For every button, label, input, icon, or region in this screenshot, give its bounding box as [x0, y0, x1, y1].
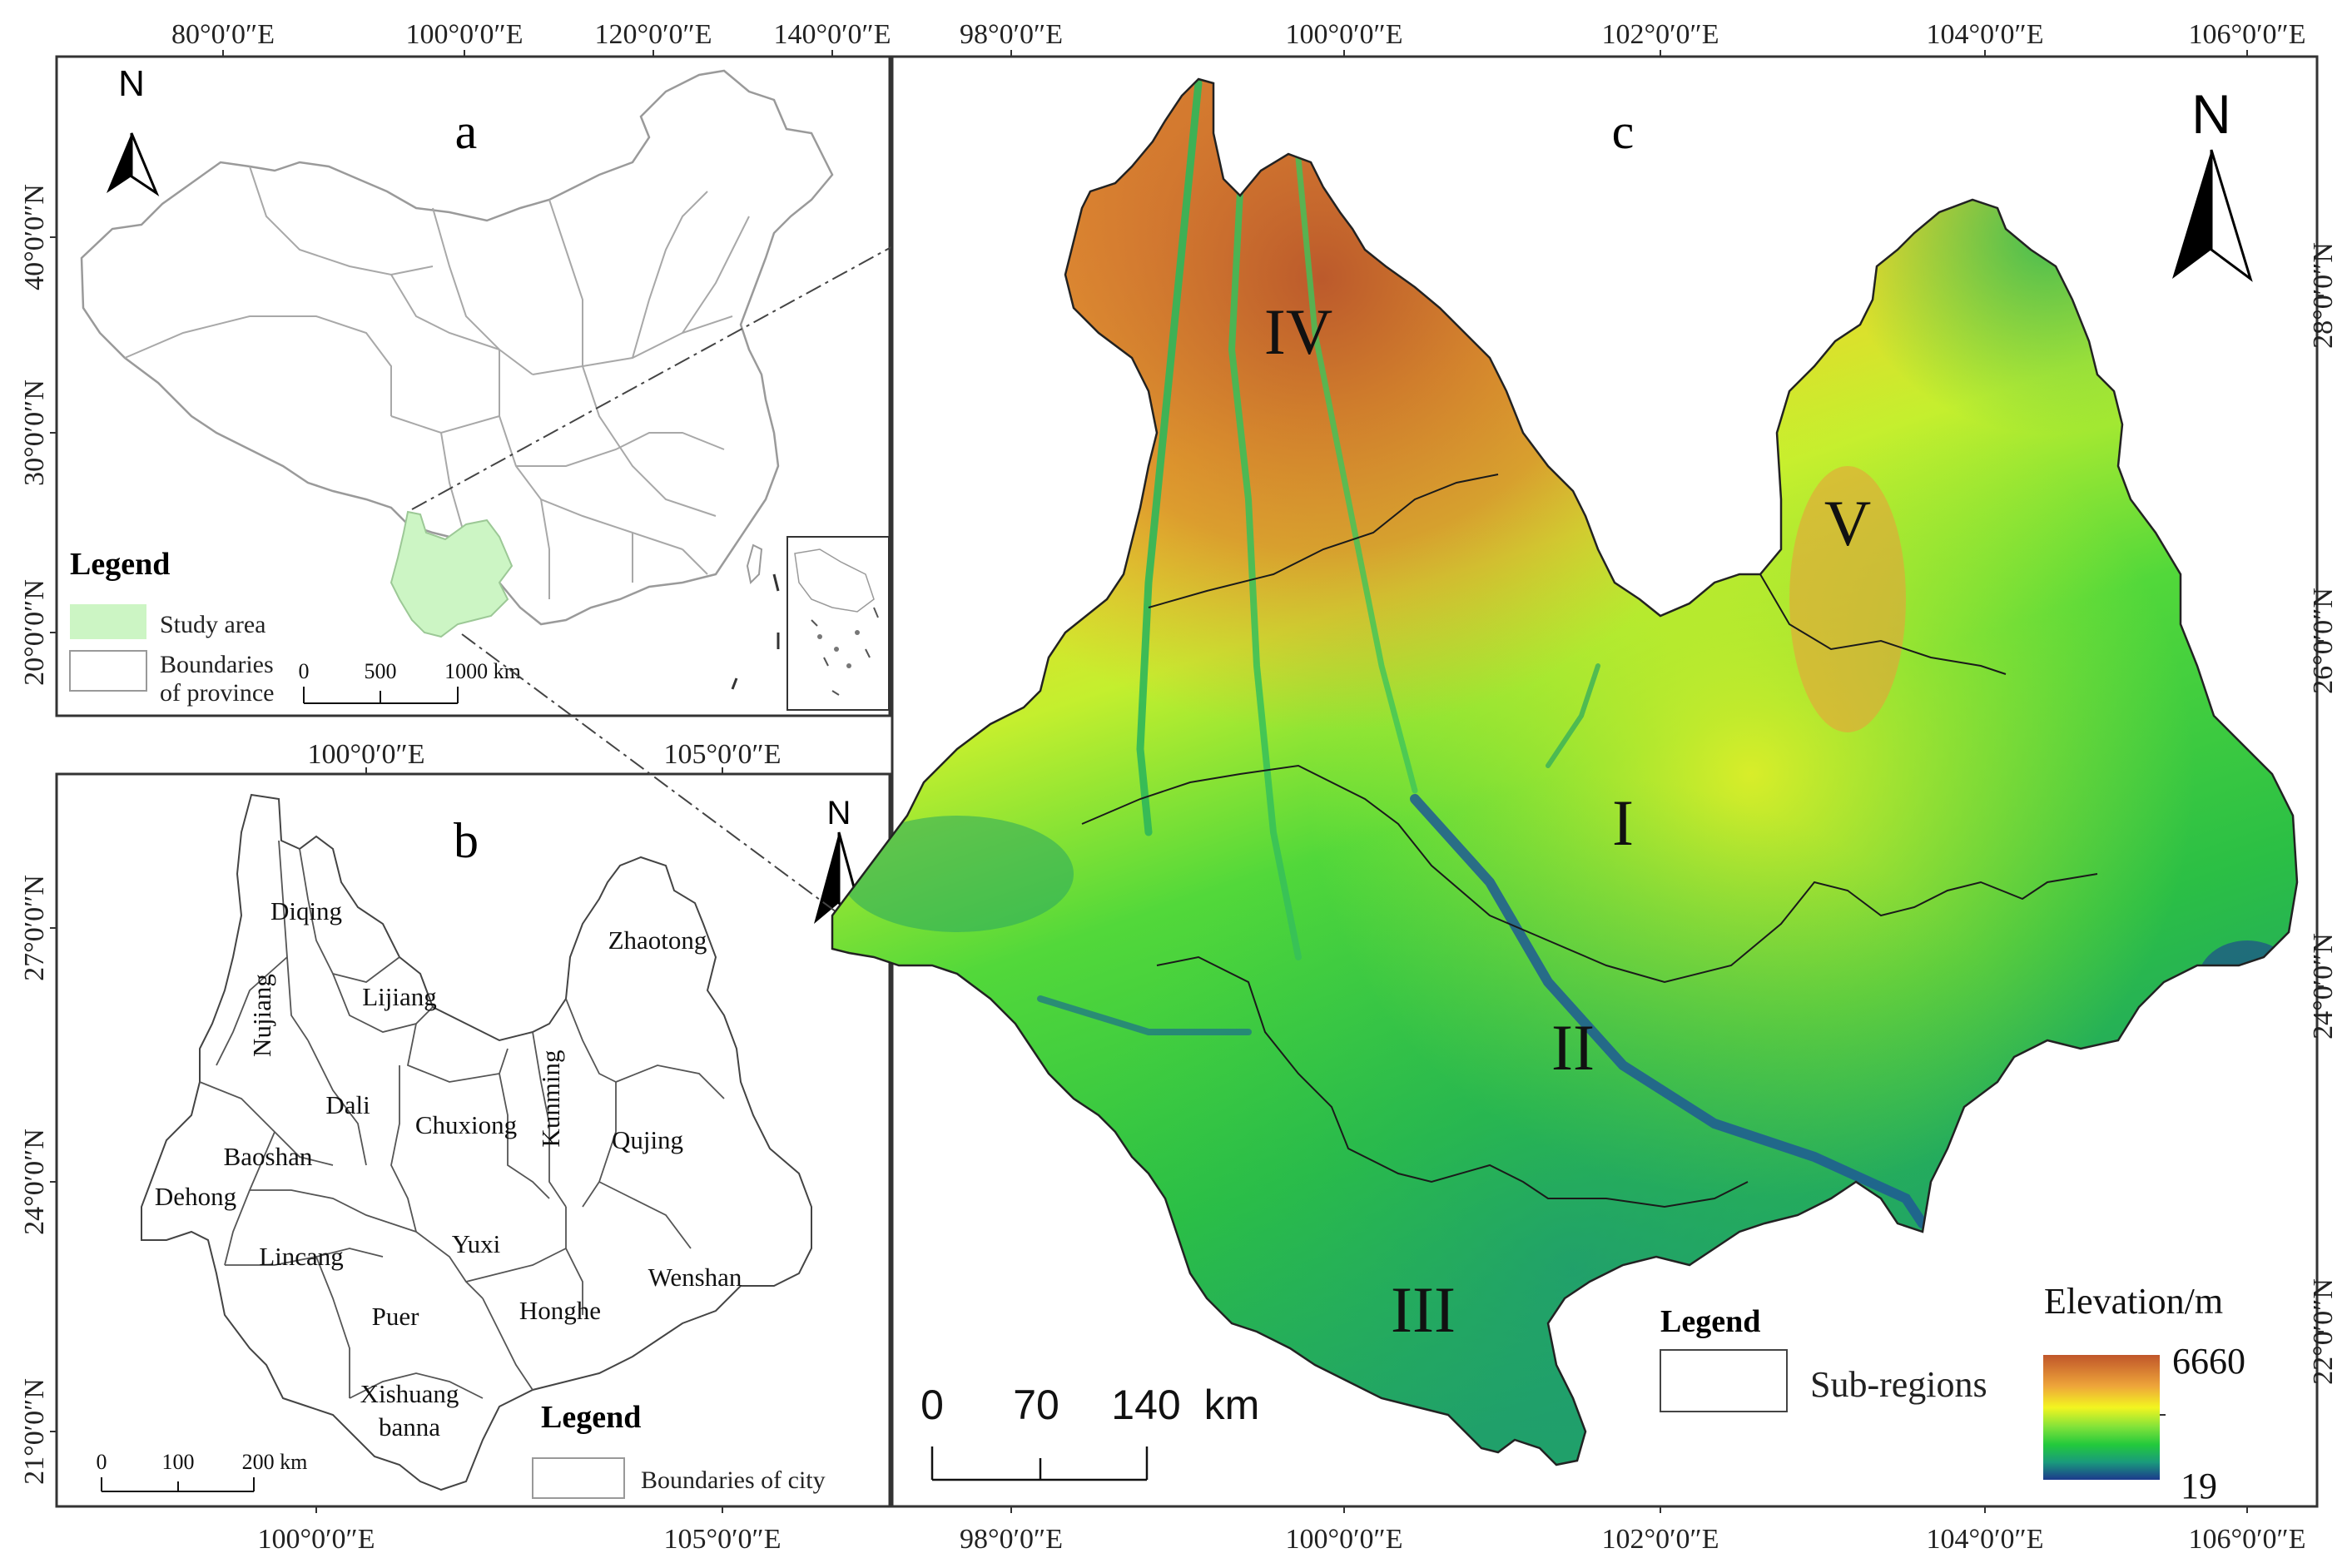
legend-study-area-label: Study area — [160, 611, 265, 638]
city-dehong: Dehong — [155, 1182, 236, 1211]
coord-a-top-0: 80°0′0″E — [171, 19, 275, 50]
city-lincang: Lincang — [259, 1242, 344, 1271]
city-xishuang: Xishuang — [360, 1379, 459, 1408]
scale-c-0: 0 — [920, 1382, 944, 1428]
scale-c-140: 140 — [1111, 1382, 1180, 1428]
scale-b-100: 100 — [162, 1450, 195, 1474]
river-valleys — [1037, 79, 1928, 1228]
coord-b-top-1: 105°0′0″E — [664, 739, 782, 770]
coord-a-top-2: 120°0′0″E — [595, 19, 712, 50]
region-label-I: I — [1612, 786, 1634, 859]
coord-c-top-0: 98°0′0″E — [960, 19, 1063, 50]
city-yuxi: Yuxi — [452, 1229, 501, 1258]
city-qujing: Qujing — [612, 1125, 683, 1154]
scale-a-0: 0 — [299, 659, 310, 683]
frame-ticks — [50, 50, 2324, 1513]
elevation-title: Elevation/m — [2044, 1281, 2223, 1322]
elevation-max: 6660 — [2172, 1341, 2245, 1382]
coord-a-left-1: 30°0′0″N — [19, 380, 50, 486]
city-diqing: Diqing — [270, 896, 342, 925]
panel-c-letter: c — [1612, 104, 1635, 159]
north-arrow-a: N — [107, 63, 160, 196]
legend-study-area-swatch — [70, 604, 146, 639]
legend-a-title: Legend — [70, 547, 170, 582]
scale-c-km: km — [1204, 1382, 1260, 1428]
city-wenshan: Wenshan — [648, 1263, 742, 1292]
coord-c-bottom-1: 100°0′0″E — [1286, 1524, 1403, 1555]
coord-a-top-3: 140°0′0″E — [774, 19, 891, 50]
panel-a: N a Legend Study area Boundaries of prov… — [19, 19, 891, 717]
china-outline — [80, 69, 834, 626]
scale-bar-a — [303, 687, 459, 704]
coord-b-left-0: 27°0′0″N — [19, 875, 50, 981]
coord-b-bottom-1: 105°0′0″E — [664, 1524, 782, 1555]
legend-subregion-label: Sub-regions — [1810, 1364, 1987, 1405]
north-arrow-c: N — [2172, 83, 2253, 282]
city-lijiang: Lijiang — [362, 982, 437, 1011]
city-puer: Puer — [372, 1302, 420, 1331]
panel-c: I II III IV V c N Legend Sub-regions Ele… — [831, 19, 2339, 1555]
panel-b-letter: b — [454, 813, 479, 868]
coord-c-bottom-2: 102°0′0″E — [1602, 1524, 1719, 1555]
legend-city-swatch — [532, 1457, 625, 1499]
city-dali: Dali — [325, 1090, 370, 1119]
coord-c-bottom-4: 106°0′0″E — [2189, 1524, 2306, 1555]
coord-a-left-0: 40°0′0″N — [19, 184, 50, 290]
region-label-IV: IV — [1264, 295, 1332, 368]
city-boundaries — [199, 840, 725, 1399]
coord-b-top-0: 100°0′0″E — [308, 739, 425, 770]
north-label-b: N — [827, 795, 851, 831]
panel-b: Diqing Nujiang Lijiang Dali Chuxiong Kun… — [19, 739, 891, 1555]
city-chuxiong: Chuxiong — [415, 1110, 517, 1139]
city-baoshan: Baoshan — [224, 1142, 313, 1171]
elevation-color-ramp — [2043, 1355, 2160, 1480]
region-label-V: V — [1824, 487, 1871, 559]
scale-bar-c — [930, 1446, 1149, 1481]
north-label-c: N — [2191, 83, 2231, 145]
coord-c-top-1: 100°0′0″E — [1286, 19, 1403, 50]
coord-c-bottom-3: 104°0′0″E — [1927, 1524, 2044, 1555]
city-banna: banna — [379, 1412, 440, 1441]
coord-a-top-1: 100°0′0″E — [406, 19, 523, 50]
coord-c-top-4: 106°0′0″E — [2189, 19, 2306, 50]
nine-dash-line — [811, 607, 879, 696]
legend-city-label: Boundaries of city — [641, 1466, 826, 1494]
region-label-II: II — [1551, 1011, 1595, 1084]
study-area — [390, 510, 514, 638]
coord-b-left-2: 21°0′0″N — [19, 1378, 50, 1485]
yunnan-city-map — [141, 793, 812, 1491]
coord-c-bottom-0: 98°0′0″E — [960, 1524, 1063, 1555]
coord-a-left-2: 20°0′0″N — [19, 579, 50, 686]
islands — [817, 630, 860, 668]
scale-b-0: 0 — [97, 1450, 107, 1474]
legend-province-label-2: of province — [160, 679, 274, 707]
legend-c-title: Legend — [1660, 1304, 1760, 1339]
legend-province-label-1: Boundaries — [160, 651, 274, 678]
scale-bar-b — [101, 1477, 255, 1492]
coord-b-left-1: 24°0′0″N — [19, 1129, 50, 1235]
city-honghe: Honghe — [519, 1296, 601, 1325]
legend-province-swatch — [69, 650, 147, 692]
city-nujiang: Nujiang — [247, 974, 276, 1057]
legend-b-title: Legend — [541, 1400, 641, 1435]
panel-a-letter: a — [455, 104, 478, 159]
coord-c-top-3: 104°0′0″E — [1927, 19, 2044, 50]
coord-c-top-2: 102°0′0″E — [1602, 19, 1719, 50]
region-label-III: III — [1391, 1273, 1456, 1346]
sub-region-boundaries — [1081, 474, 2098, 1208]
north-label-a: N — [118, 63, 145, 104]
legend-subregion-swatch — [1660, 1349, 1788, 1412]
scale-c-70: 70 — [1013, 1382, 1059, 1428]
city-kunming: Kunming — [536, 1049, 565, 1147]
province-boundaries — [124, 166, 750, 599]
scale-b-200: 200 km — [242, 1450, 308, 1474]
scale-a-500: 500 — [365, 659, 397, 683]
coord-b-bottom-0: 100°0′0″E — [258, 1524, 375, 1555]
elevation-min: 19 — [2181, 1466, 2217, 1506]
scale-a-1000: 1000 km — [444, 659, 521, 683]
city-zhaotong: Zhaotong — [608, 925, 707, 955]
